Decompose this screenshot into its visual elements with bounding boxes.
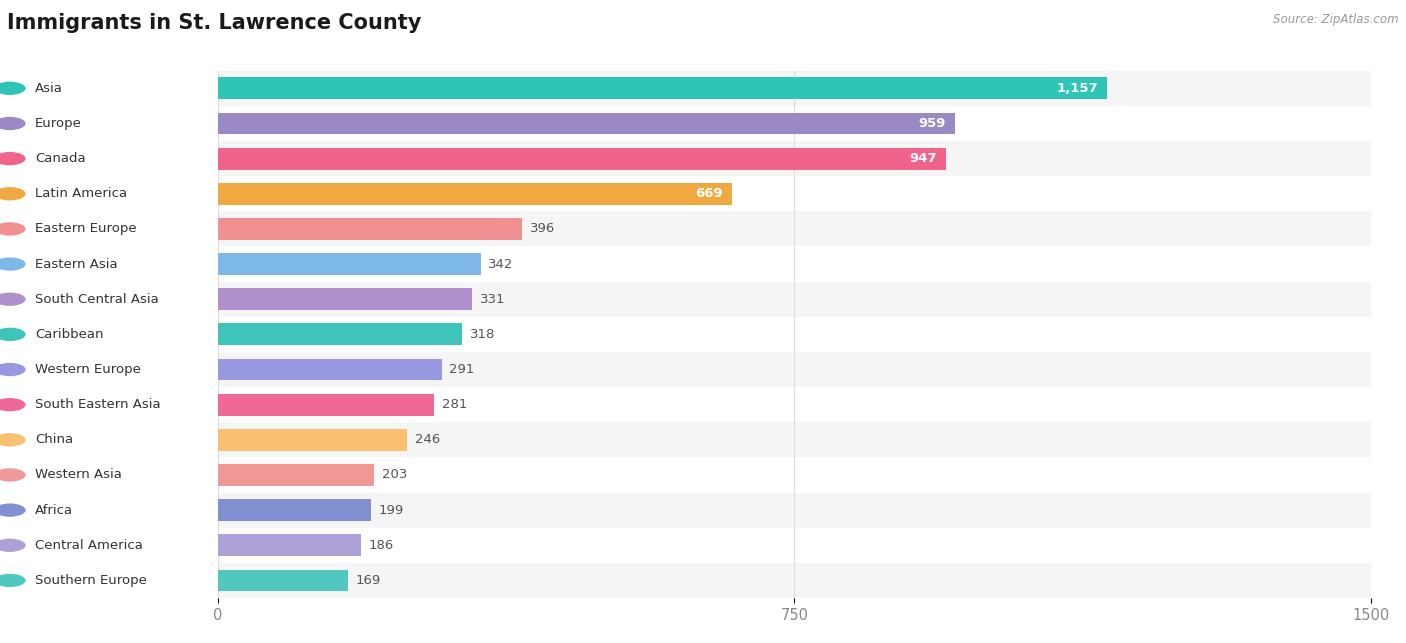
Text: Central America: Central America xyxy=(35,539,143,552)
Text: 291: 291 xyxy=(450,363,475,376)
Text: 199: 199 xyxy=(378,503,404,516)
Bar xyxy=(218,288,472,310)
Text: 342: 342 xyxy=(488,258,513,271)
Text: 203: 203 xyxy=(381,469,406,482)
Text: Africa: Africa xyxy=(35,503,73,516)
Bar xyxy=(218,499,371,521)
Bar xyxy=(218,282,1371,317)
Text: 246: 246 xyxy=(415,433,440,446)
Bar xyxy=(218,218,522,240)
Text: Europe: Europe xyxy=(35,117,82,130)
Bar xyxy=(218,534,361,556)
Bar xyxy=(218,394,434,415)
Text: South Eastern Asia: South Eastern Asia xyxy=(35,398,160,411)
Bar xyxy=(218,570,347,592)
Bar xyxy=(218,183,733,204)
Text: South Central Asia: South Central Asia xyxy=(35,293,159,305)
Bar xyxy=(218,422,1371,457)
Bar xyxy=(218,77,1107,99)
Text: Source: ZipAtlas.com: Source: ZipAtlas.com xyxy=(1274,13,1399,26)
Bar xyxy=(218,563,1371,598)
Bar xyxy=(218,176,1371,212)
Bar xyxy=(218,253,481,275)
Text: Immigrants in St. Lawrence County: Immigrants in St. Lawrence County xyxy=(7,13,422,33)
Text: 281: 281 xyxy=(441,398,467,411)
Bar xyxy=(218,429,406,451)
Text: China: China xyxy=(35,433,73,446)
Bar xyxy=(218,528,1371,563)
Text: Western Asia: Western Asia xyxy=(35,469,122,482)
Bar xyxy=(218,113,955,134)
Text: Western Europe: Western Europe xyxy=(35,363,141,376)
Bar xyxy=(218,323,463,345)
Text: Southern Europe: Southern Europe xyxy=(35,574,148,587)
Bar xyxy=(218,148,946,170)
Bar xyxy=(218,141,1371,176)
Text: Caribbean: Caribbean xyxy=(35,328,104,341)
Bar xyxy=(218,317,1371,352)
Text: Eastern Europe: Eastern Europe xyxy=(35,222,136,235)
Bar xyxy=(218,106,1371,141)
Bar xyxy=(218,464,374,486)
Text: 1,157: 1,157 xyxy=(1056,82,1098,95)
Bar xyxy=(218,493,1371,528)
Text: 947: 947 xyxy=(910,152,936,165)
Bar xyxy=(218,246,1371,282)
Text: 186: 186 xyxy=(368,539,394,552)
Text: Asia: Asia xyxy=(35,82,63,95)
Text: 331: 331 xyxy=(479,293,506,305)
Bar xyxy=(218,457,1371,493)
Text: 169: 169 xyxy=(356,574,381,587)
Text: 959: 959 xyxy=(918,117,946,130)
Text: 396: 396 xyxy=(530,222,555,235)
Text: Canada: Canada xyxy=(35,152,86,165)
Text: 669: 669 xyxy=(696,187,723,200)
Text: 318: 318 xyxy=(470,328,495,341)
Bar xyxy=(218,212,1371,246)
Bar xyxy=(218,359,441,381)
Bar xyxy=(218,387,1371,422)
Text: Latin America: Latin America xyxy=(35,187,128,200)
Text: Eastern Asia: Eastern Asia xyxy=(35,258,118,271)
Bar xyxy=(218,352,1371,387)
Bar xyxy=(218,71,1371,106)
